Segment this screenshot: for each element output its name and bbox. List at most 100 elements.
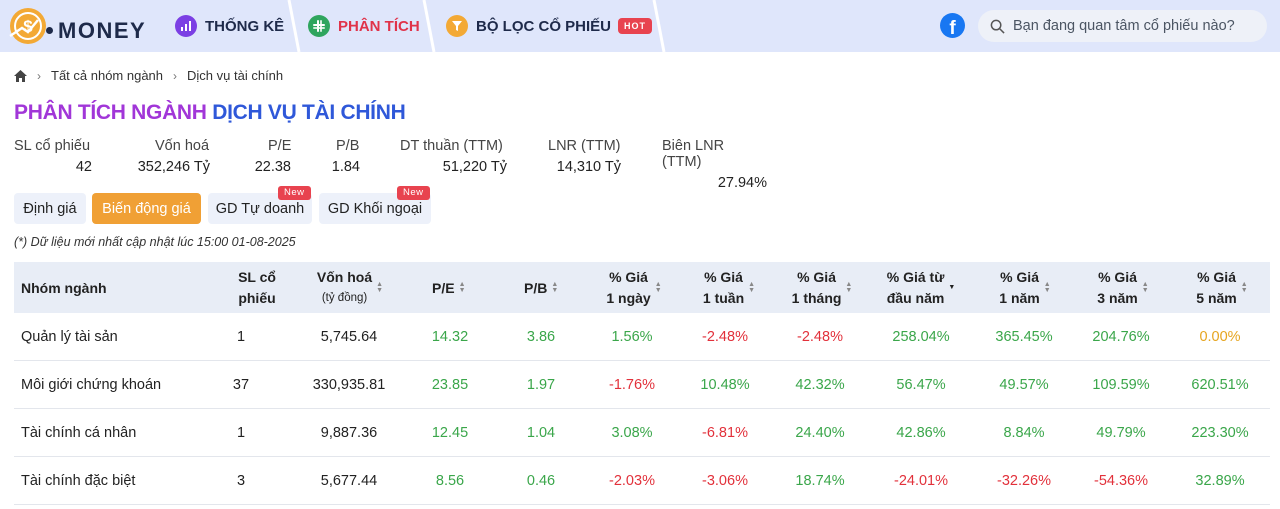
header-gia-dau-nam[interactable]: % Giá từ đầu năm ▼ (886, 268, 956, 306)
nav-thong-ke[interactable]: THỐNG KÊ (175, 0, 284, 52)
table-cell: 9,887.36 (320, 425, 378, 441)
filter-icon (446, 15, 468, 37)
tab-bien-dong-gia[interactable]: Biến động giá (92, 193, 201, 224)
table-cell: -2.48% (702, 329, 748, 345)
table-cell: 223.30% (1191, 425, 1249, 441)
logo-text: MONEY (58, 18, 147, 43)
table-cell: 0.46 (526, 473, 556, 489)
header-von-hoa[interactable]: Vốn hoá (tỷ đồng) ▲ ▼ (316, 268, 384, 304)
facebook-icon[interactable]: f (940, 13, 965, 38)
table-cell: 204.76% (1092, 329, 1150, 345)
sort-icon[interactable]: ▲ ▼ (1141, 280, 1149, 294)
search-icon (990, 19, 1005, 34)
table-cell: 8.56 (435, 473, 465, 489)
table-row[interactable]: Tài chính đặc biệt 3 5,677.44 8.56 0.46 -2.03… (14, 457, 1270, 505)
nav-separator (422, 0, 436, 52)
header-pe[interactable]: P/E ▲ ▼ (432, 279, 466, 296)
nav-separator (652, 0, 666, 52)
table-cell: 1.04 (526, 425, 556, 441)
table-cell: 1.56% (611, 329, 653, 345)
table-cell: -1.76% (609, 377, 655, 393)
header-nhom-nganh[interactable]: Nhóm ngành (21, 279, 107, 296)
table-cell: 42.32% (795, 377, 845, 393)
header-gia-1-tuan[interactable]: % Giá 1 tuần ▲ ▼ (702, 268, 756, 306)
home-icon[interactable] (14, 69, 27, 82)
header-sl-co-phieu[interactable]: SL cổ phiếu (238, 268, 276, 306)
nav-label: BỘ LỌC CỔ PHIẾU (476, 17, 612, 35)
table-cell: 365.45% (995, 329, 1053, 345)
stat-sl-co-phieu: SL cổ phiếu 42 (14, 138, 92, 175)
table-cell: 0.00% (1199, 329, 1241, 345)
header-pb[interactable]: P/B ▲ ▼ (524, 279, 559, 296)
new-badge: New (278, 186, 311, 200)
breadcrumb-current: Dịch vụ tài chính (187, 68, 284, 83)
top-nav: $ MONEY THỐNG KÊ PHÂN TÍCH BỘ LỌC CỔ PHI… (0, 0, 1280, 52)
nav-bo-loc-co-phieu[interactable]: BỘ LỌC CỔ PHIẾU HOT (446, 0, 653, 52)
table-cell: 14.32 (431, 329, 469, 345)
sector-name-link[interactable]: Môi giới chứng khoán (21, 377, 162, 393)
header-gia-1-nam[interactable]: % Giá 1 năm ▲ ▼ (999, 268, 1051, 306)
sort-icon[interactable]: ▲ ▼ (845, 280, 853, 294)
sort-icon[interactable]: ▲ ▼ (654, 280, 662, 294)
table-cell: 18.74% (795, 473, 845, 489)
sort-icon[interactable]: ▲ ▼ (1043, 280, 1051, 294)
header-gia-5-nam[interactable]: % Giá 5 năm ▲ ▼ (1196, 268, 1248, 306)
header-gia-1-ngay[interactable]: % Giá 1 ngày ▲ ▼ (606, 268, 662, 306)
table-cell: -32.26% (996, 473, 1051, 489)
table-cell: 1.97 (526, 377, 556, 393)
table-cell: 23.85 (431, 377, 469, 393)
chevron-right-icon: › (173, 68, 178, 83)
tab-dinh-gia[interactable]: Định giá (14, 193, 86, 224)
table-row[interactable]: Quản lý tài sản 1 5,745.64 14.32 3.86 1.56% -2… (14, 313, 1270, 361)
table-row[interactable]: Tài chính cá nhân 1 9,887.36 12.45 1.04 3.08%… (14, 409, 1270, 457)
table-cell: 5,677.44 (320, 473, 378, 489)
table-cell: 1 (236, 425, 246, 441)
stat-label: DT thuần (TTM) (400, 138, 503, 154)
stat-label: P/B (336, 138, 360, 154)
search-box[interactable] (978, 10, 1267, 42)
sector-name-link[interactable]: Tài chính cá nhân (21, 425, 137, 441)
chevron-right-icon: › (37, 68, 41, 83)
title-prefix: PHÂN TÍCH NGÀNH (14, 101, 207, 124)
table-cell: 8.84% (1003, 425, 1045, 441)
table-cell: 37 (232, 377, 250, 393)
sort-desc-icon[interactable]: ▼ (948, 283, 956, 291)
table-cell: 3.08% (611, 425, 653, 441)
update-note: (*) Dữ liệu mới nhất cập nhật lúc 15:00 … (14, 235, 296, 249)
header-gia-1-thang[interactable]: % Giá 1 tháng ▲ ▼ (791, 268, 853, 306)
table-cell: 330,935.81 (312, 377, 386, 393)
stat-dt-thuan: DT thuần (TTM) 51,220 Tỷ (400, 138, 507, 175)
table-cell: 12.45 (431, 425, 469, 441)
table-cell: 1 (236, 329, 246, 345)
table-row[interactable]: Môi giới chứng khoán 37 330,935.81 23.85 1.9… (14, 361, 1270, 409)
breadcrumb-all-sectors[interactable]: Tất cả nhóm ngành (51, 68, 164, 83)
sort-icon[interactable]: ▲ ▼ (748, 280, 756, 294)
stat-value: 51,220 Tỷ (442, 159, 507, 175)
chart-icon (175, 15, 197, 37)
stat-value: 14,310 Tỷ (556, 159, 621, 175)
table-cell: -6.81% (702, 425, 748, 441)
stat-pe: P/E 22.38 (240, 138, 292, 175)
nav-phan-tich[interactable]: PHÂN TÍCH (308, 0, 420, 52)
logo[interactable]: $ MONEY (8, 6, 158, 46)
table-cell: 56.47% (896, 377, 946, 393)
sector-name-link[interactable]: Quản lý tài sản (21, 329, 118, 345)
table-cell: 49.79% (1096, 425, 1146, 441)
table-cell: 10.48% (700, 377, 750, 393)
new-badge: New (397, 186, 430, 200)
search-input[interactable] (1013, 18, 1253, 34)
sort-icon[interactable]: ▲ ▼ (458, 280, 466, 294)
header-gia-3-nam[interactable]: % Giá 3 năm ▲ ▼ (1097, 268, 1149, 306)
stat-value: 27.94% (717, 175, 767, 191)
page-title: PHÂN TÍCH NGÀNH DỊCH VỤ TÀI CHÍNH (14, 101, 406, 125)
sort-icon[interactable]: ▲ ▼ (551, 280, 559, 294)
stat-label: Vốn hoá (155, 138, 210, 154)
sector-name-link[interactable]: Tài chính đặc biệt (21, 473, 136, 489)
sort-icon[interactable]: ▲ ▼ (1240, 280, 1248, 294)
table-cell: 620.51% (1191, 377, 1249, 393)
nav-label: THỐNG KÊ (205, 17, 285, 35)
dollar-coin-icon: $ (9, 8, 46, 44)
stat-von-hoa: Vốn hoá 352,246 Tỷ (120, 138, 210, 175)
sort-icon[interactable]: ▲ ▼ (376, 280, 384, 294)
nav-separator (287, 0, 301, 52)
